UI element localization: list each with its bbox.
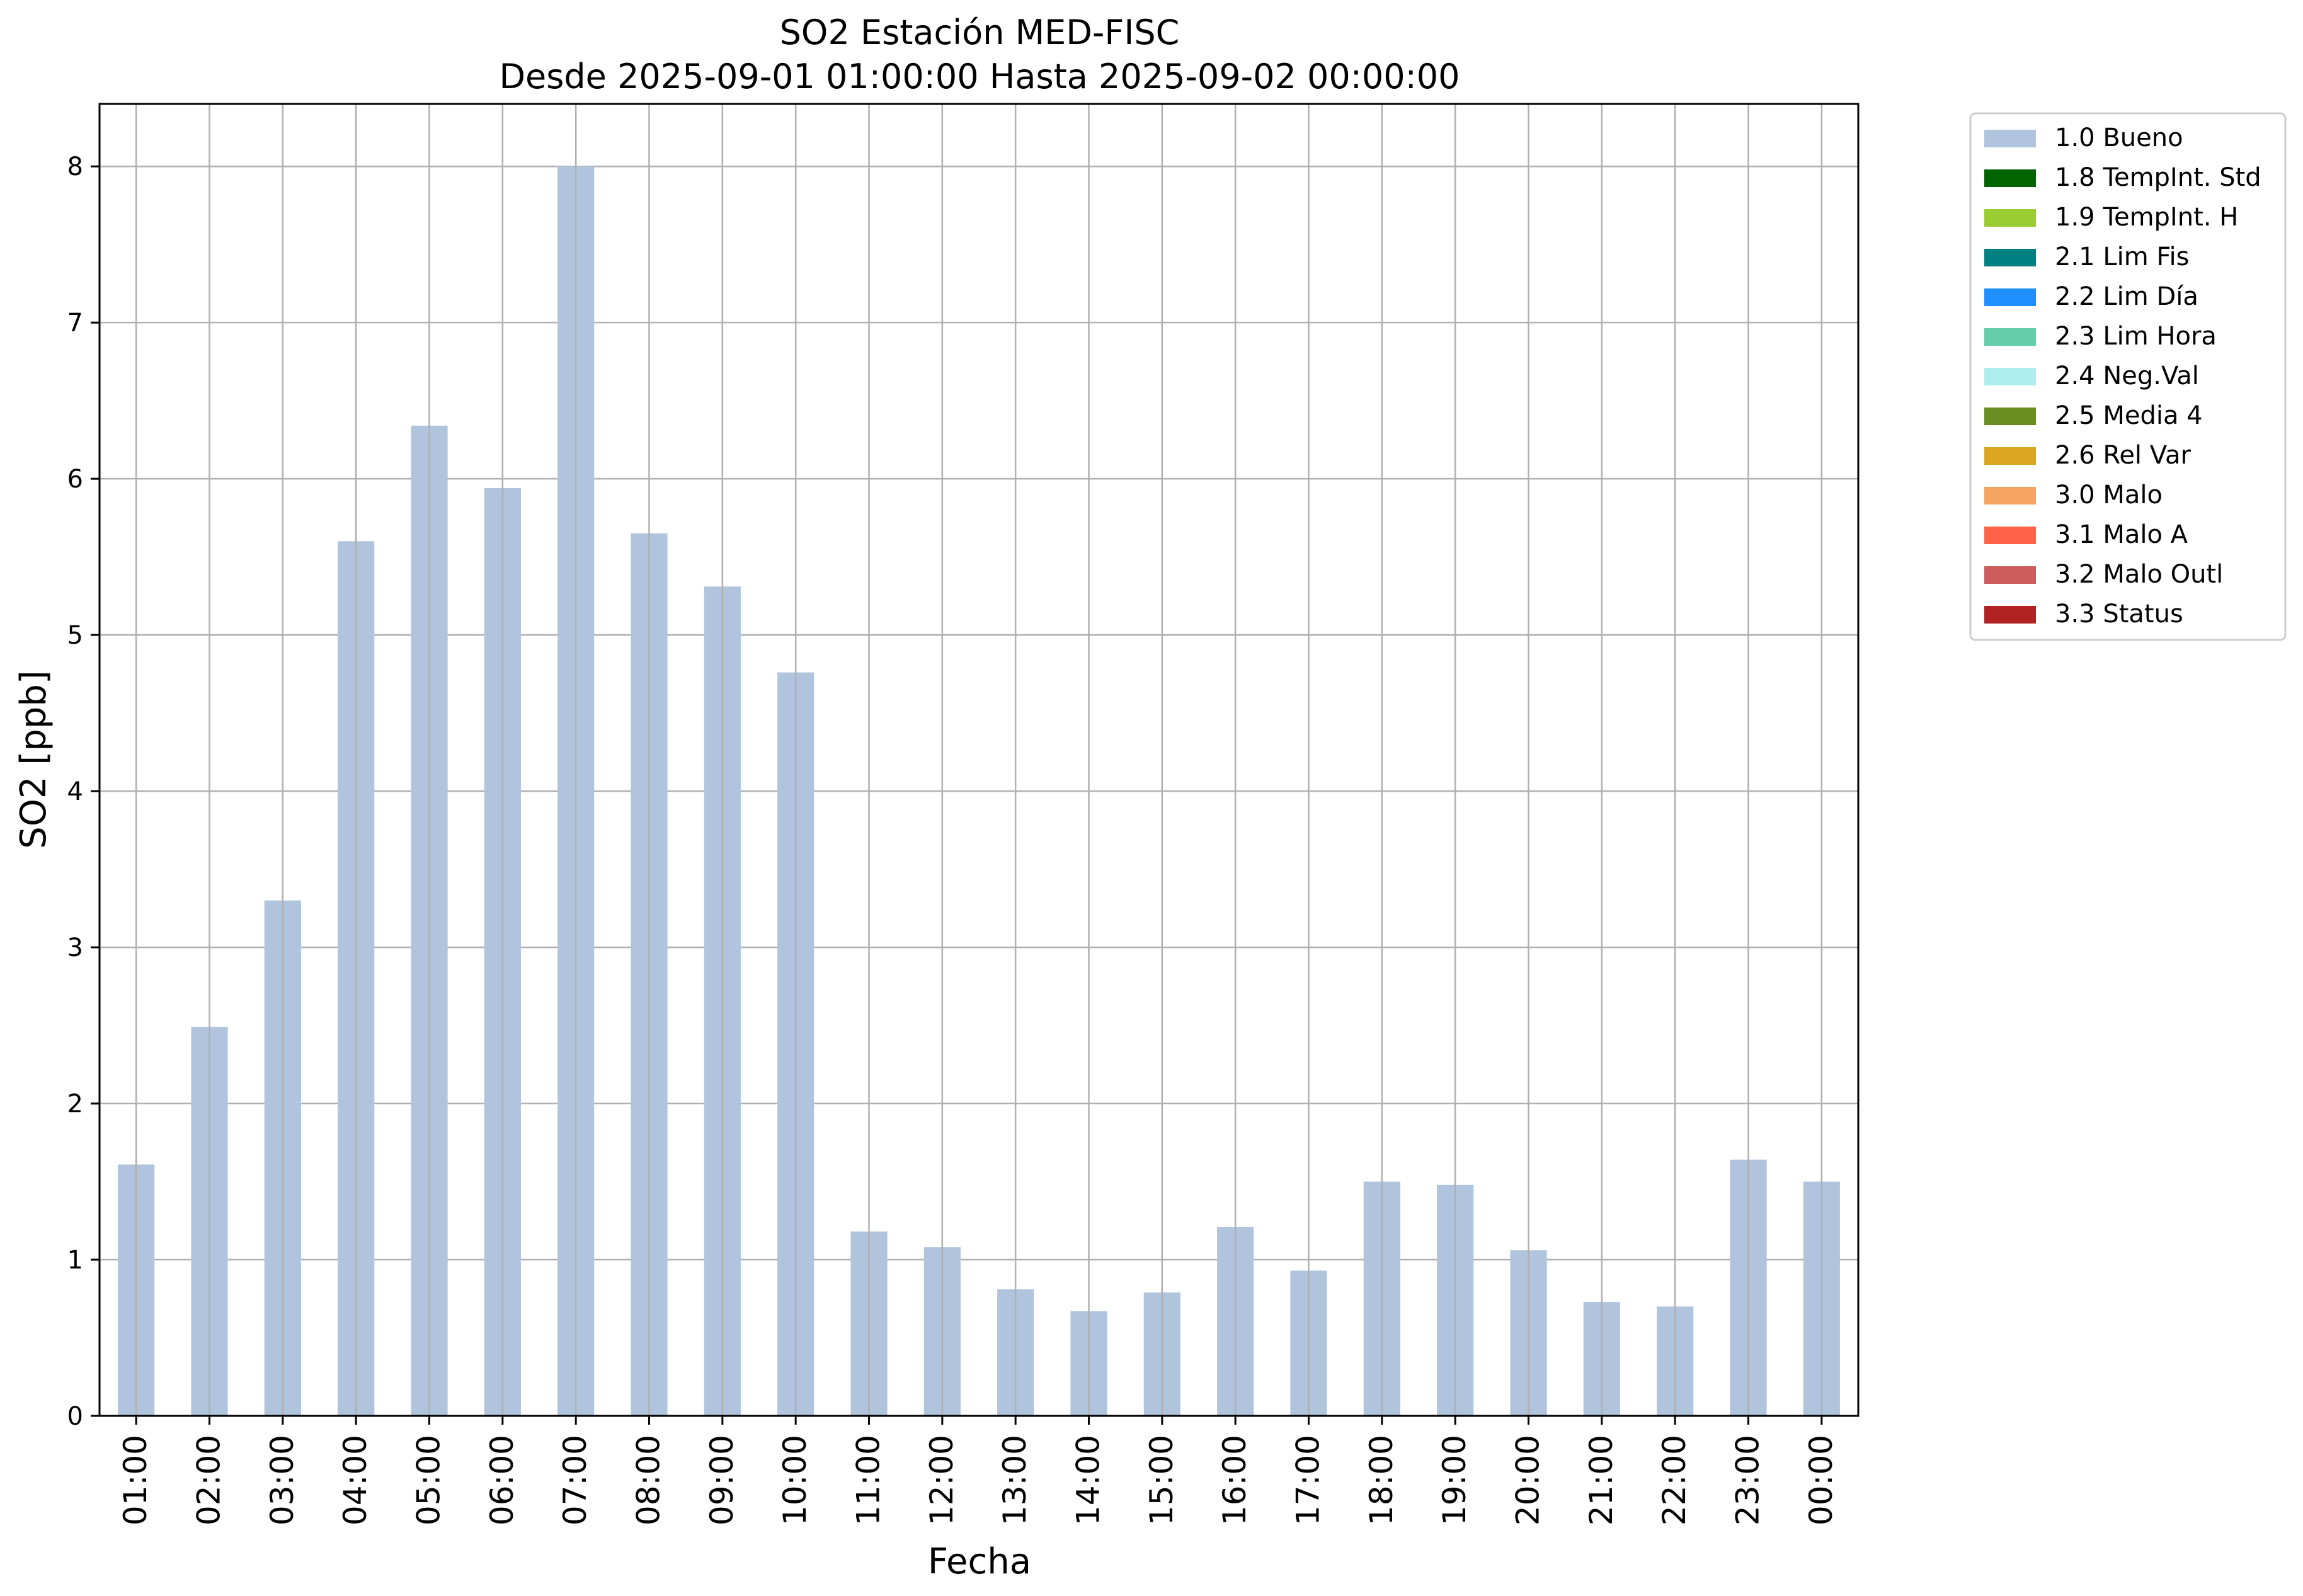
legend-label: 1.0 Bueno	[2055, 123, 2183, 152]
x-tick-label: 08:00	[631, 1435, 667, 1525]
x-tick-label: 18:00	[1363, 1435, 1400, 1525]
chart-title-line1: SO2 Estación MED-FISC	[780, 13, 1180, 52]
x-tick-label: 05:00	[411, 1435, 447, 1525]
legend-label: 2.5 Media 4	[2055, 401, 2203, 430]
y-axis-label: SO2 [ppb]	[13, 670, 54, 848]
legend: 1.0 Bueno 1.8 TempInt. Std 1.9 TempInt. H 2…	[1969, 112, 2287, 641]
legend-swatch	[1984, 368, 2036, 385]
y-tick-label: 5	[67, 621, 83, 650]
legend-label: 3.3 Status	[2055, 600, 2183, 629]
legend-swatch	[1984, 130, 2036, 147]
grid-lines-overlay	[135, 104, 1823, 1416]
y-axis-ticks: 0 1 2 3 4 5 6 7 8	[67, 152, 100, 1431]
chart-title-line2: Desde 2025-09-01 01:00:00 Hasta 2025-09-…	[499, 57, 1460, 96]
x-tick-label: 06:00	[484, 1435, 520, 1525]
legend-swatch	[1984, 288, 2036, 306]
legend-swatch	[1984, 169, 2036, 187]
y-tick-label: 2	[67, 1090, 83, 1119]
y-tick-label: 0	[67, 1402, 83, 1431]
x-tick-label: 12:00	[923, 1435, 960, 1525]
y-tick-label: 3	[67, 933, 83, 962]
legend-swatch	[1984, 487, 2036, 504]
x-tick-label: 15:00	[1143, 1435, 1180, 1525]
legend-label: 3.0 Malo	[2055, 481, 2163, 510]
x-tick-label: 16:00	[1216, 1435, 1253, 1525]
x-tick-label: 14:00	[1070, 1435, 1107, 1525]
legend-label: 2.6 Rel Var	[2055, 441, 2192, 470]
x-tick-label: 10:00	[777, 1435, 813, 1525]
x-tick-label: 03:00	[264, 1435, 300, 1525]
y-tick-label: 6	[67, 465, 83, 494]
legend-swatch	[1984, 566, 2036, 584]
x-tick-label: 11:00	[850, 1435, 887, 1525]
legend-label: 2.4 Neg.Val	[2055, 362, 2199, 390]
grid-lines	[100, 165, 1858, 1417]
legend-swatch	[1984, 606, 2036, 624]
x-tick-label: 22:00	[1656, 1435, 1693, 1525]
x-tick-label: 01:00	[117, 1435, 154, 1525]
x-tick-label: 13:00	[997, 1435, 1033, 1525]
plot-frame	[98, 103, 1860, 1417]
legend-label: 1.8 TempInt. Std	[2055, 163, 2261, 192]
legend-frame	[1969, 112, 2287, 641]
legend-swatch	[1984, 328, 2036, 346]
x-axis-label: Fecha	[928, 1541, 1031, 1582]
x-tick-label: 23:00	[1730, 1435, 1766, 1525]
y-tick-label: 1	[67, 1246, 83, 1275]
x-axis-ticks: 01:00 02:00 03:00 04:00 05:00 06:00 07:00 08:00…	[117, 1416, 1839, 1525]
x-tick-label: 19:00	[1436, 1435, 1473, 1525]
legend-swatch	[1984, 408, 2036, 425]
x-tick-label: 21:00	[1583, 1435, 1620, 1525]
x-tick-label: 07:00	[557, 1435, 593, 1525]
legend-label: 2.1 Lim Fis	[2055, 242, 2189, 271]
y-tick-label: 8	[67, 152, 83, 181]
legend-label: 3.2 Malo Outl	[2055, 560, 2223, 589]
legend-swatch	[1984, 527, 2036, 544]
x-tick-label: 02:00	[191, 1435, 227, 1525]
x-tick-label: 09:00	[704, 1435, 740, 1525]
legend-swatch	[1984, 447, 2036, 465]
legend-label: 3.1 Malo A	[2055, 520, 2188, 549]
legend-label: 2.3 Lim Hora	[2055, 322, 2217, 351]
y-tick-label: 4	[67, 777, 83, 806]
legend-label: 1.9 TempInt. H	[2055, 203, 2238, 232]
x-tick-label: 00:00	[1803, 1435, 1839, 1525]
x-tick-label: 20:00	[1510, 1435, 1546, 1525]
legend-label: 2.2 Lim Día	[2055, 282, 2198, 311]
legend-swatch	[1984, 209, 2036, 227]
legend-swatch	[1984, 249, 2036, 266]
x-tick-label: 04:00	[337, 1435, 374, 1525]
x-tick-label: 17:00	[1290, 1435, 1327, 1525]
y-tick-label: 7	[67, 309, 83, 338]
